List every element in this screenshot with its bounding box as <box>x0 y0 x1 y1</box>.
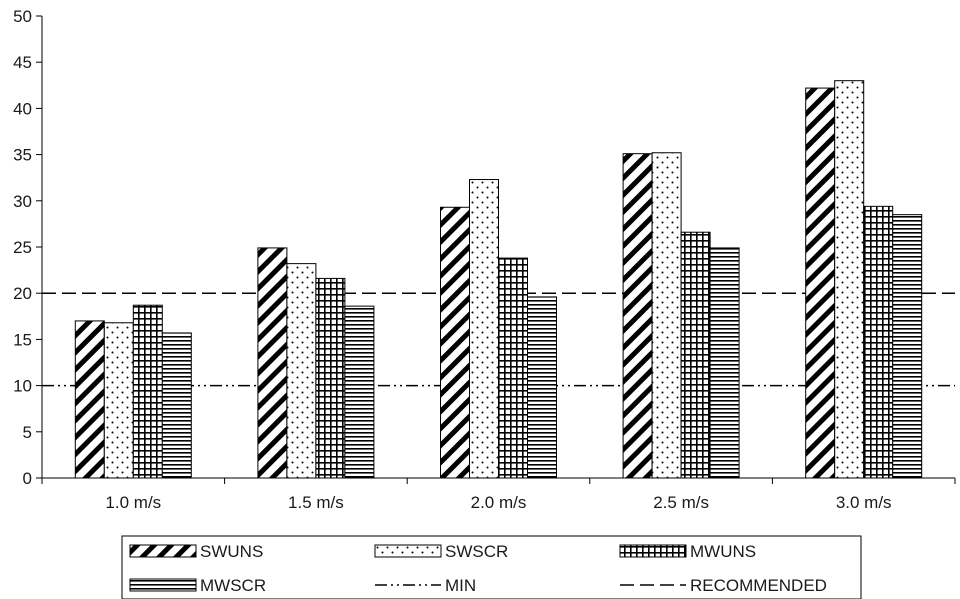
bar-mwscr-4 <box>709 247 740 479</box>
bar-mwuns-1 <box>132 304 163 479</box>
legend-label-recommended: RECOMMENDED <box>690 576 827 595</box>
x-axis: 1.0 m/s 1.5 m/s 2.0 m/s 2.5 m/s 3.0 m/s <box>41 477 956 512</box>
y-tick-label: 0 <box>23 469 32 488</box>
legend-label-swscr: SWSCR <box>445 542 508 561</box>
y-tick-label: 45 <box>13 53 32 72</box>
legend-swatch-swuns <box>129 544 197 558</box>
bar-swscr-2 <box>286 263 317 479</box>
y-tick-label: 50 <box>13 7 32 26</box>
legend-swatch-mwuns <box>619 544 687 558</box>
bar-swscr-5 <box>834 80 865 479</box>
bar-swscr-1 <box>103 322 134 479</box>
x-tick-label: 3.0 m/s <box>836 493 892 512</box>
y-tick-label: 15 <box>13 330 32 349</box>
legend-label-swuns: SWUNS <box>200 542 263 561</box>
y-tick-label: 5 <box>23 423 32 442</box>
bar-mwscr-1 <box>161 332 192 479</box>
legend-box <box>121 535 862 599</box>
bar-mwuns-3 <box>498 257 528 479</box>
bar-mwuns-5 <box>863 205 894 479</box>
bar-swuns-2 <box>257 247 288 479</box>
y-tick-label: 25 <box>13 238 32 257</box>
legend-label-mwscr: MWSCR <box>200 576 266 595</box>
bar-swuns-1 <box>74 320 105 479</box>
y-tick-label: 35 <box>13 146 32 165</box>
y-axis: 0 5 10 15 20 25 30 35 40 45 50 <box>13 7 43 488</box>
x-tick-label: 1.5 m/s <box>288 493 344 512</box>
bar-mwscr-3 <box>527 296 557 479</box>
legend-label-min: MIN <box>445 576 476 595</box>
y-tick-label: 20 <box>13 284 32 303</box>
bars <box>74 80 923 479</box>
y-tick-label: 40 <box>13 99 32 118</box>
x-tick-label: 2.0 m/s <box>471 493 527 512</box>
legend-swatch-mwscr <box>129 578 197 592</box>
bar-swuns-3 <box>440 206 470 479</box>
legend-label-mwuns: MWUNS <box>690 542 756 561</box>
legend-swatch-swscr <box>374 544 442 558</box>
bar-mwuns-4 <box>680 231 711 479</box>
y-tick-label: 10 <box>13 377 32 396</box>
bar-swscr-3 <box>469 179 499 479</box>
bar-swuns-5 <box>805 87 836 479</box>
bar-mwuns-2 <box>315 277 346 479</box>
bar-mwscr-2 <box>344 305 375 479</box>
legend: SWUNS SWSCR MWUNS MWSCR MIN RECOMMENDED <box>121 535 862 599</box>
x-tick-label: 1.0 m/s <box>105 493 161 512</box>
x-tick-label: 2.5 m/s <box>653 493 709 512</box>
bar-swscr-4 <box>651 152 682 479</box>
bar-swuns-4 <box>622 153 653 479</box>
y-tick-label: 30 <box>13 192 32 211</box>
bar-mwscr-5 <box>892 214 923 479</box>
